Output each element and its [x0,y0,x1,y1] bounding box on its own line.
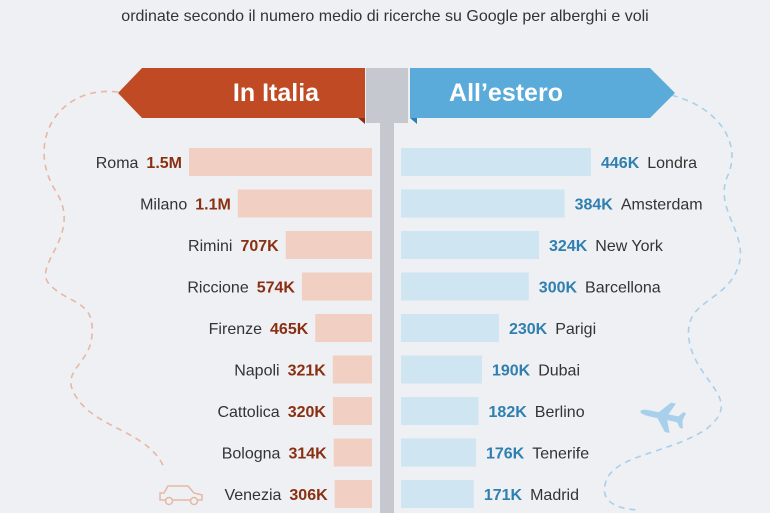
category-label-dubai: Dubai [538,363,580,380]
category-label-riccione: Riccione [187,280,248,297]
value-label-rimini: 707K [240,238,279,255]
bar-italia-milano [237,189,372,218]
banner-in-italia: In Italia [118,68,365,124]
value-label-londra: 446K [601,155,640,172]
signpost-pole-top [366,68,408,123]
value-label-amsterdam: 384K [575,197,614,214]
category-label-roma: Roma [96,155,139,172]
value-label-bologna: 314K [288,446,327,463]
bar-italia-venezia [334,480,372,508]
chart-subtitle: ordinate secondo il numero medio di rice… [121,8,649,25]
value-label-venezia: 306K [289,487,328,504]
category-label-bologna: Bologna [222,446,281,463]
car-icon [159,485,203,506]
bar-italia-rimini [285,231,372,259]
value-label-new-york: 324K [549,238,588,255]
bar-italia-bologna [333,438,372,467]
value-label-roma: 1.5M [146,155,182,172]
value-label-riccione: 574K [257,280,296,297]
bar-italia-riccione [301,272,372,301]
category-label-napoli: Napoli [234,363,279,380]
value-label-parigi: 230K [509,321,548,338]
bar-estero-amsterdam [401,189,565,218]
bar-italia-firenze [315,314,372,342]
category-label-venezia: Venezia [224,487,281,504]
bar-estero-tenerife [401,438,476,467]
category-label-barcellona: Barcellona [585,280,661,297]
category-label-tenerife: Tenerife [532,446,589,463]
category-label-amsterdam: Amsterdam [621,197,703,214]
category-label-madrid: Madrid [530,487,579,504]
category-label-rimini: Rimini [188,238,232,255]
bar-italia-roma [189,148,372,176]
signpost-pole [380,118,394,513]
bar-italia-cattolica [332,397,372,425]
banner-allestero-label: All’estero [449,79,563,107]
dashed-route-left [43,90,166,471]
value-label-madrid: 171K [484,487,523,504]
value-label-napoli: 321K [288,363,327,380]
category-label-berlino: Berlino [535,404,585,421]
category-label-parigi: Parigi [555,321,596,338]
bar-italia-napoli [332,355,372,384]
value-label-dubai: 190K [492,363,531,380]
bar-estero-dubai [401,355,482,384]
category-label-cattolica: Cattolica [217,404,279,421]
airplane-icon [640,402,687,433]
value-label-milano: 1.1M [195,197,231,214]
bar-estero-parigi [401,314,499,342]
bar-estero-new-york [401,231,540,259]
category-label-firenze: Firenze [209,321,262,338]
value-label-tenerife: 176K [486,446,525,463]
bar-estero-londra [401,148,591,176]
value-label-barcellona: 300K [539,280,578,297]
category-label-milano: Milano [140,197,187,214]
bar-estero-madrid [401,480,474,508]
value-label-berlino: 182K [489,404,528,421]
bars-layer: 1.5M Roma 1.1M Milano 707K Rimini 574K Riccione… [96,148,703,508]
bar-estero-berlino [401,397,479,425]
banner-allestero: All’estero [410,68,675,124]
value-label-firenze: 465K [270,321,309,338]
decoration-layer [43,90,742,511]
dashed-route-right [603,91,742,511]
category-label-new-york: New York [595,238,664,255]
banner-in-italia-label: In Italia [233,79,320,107]
bar-estero-barcellona [401,272,529,301]
category-label-londra: Londra [647,155,697,172]
value-label-cattolica: 320K [288,404,327,421]
